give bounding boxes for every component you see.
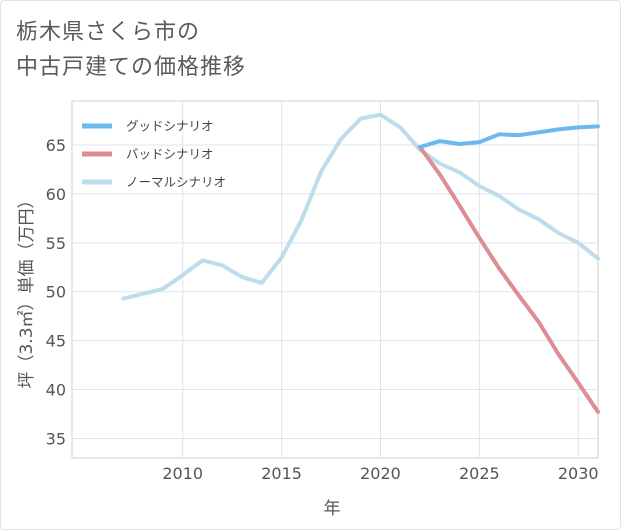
y-tick-label: 40 <box>46 381 66 400</box>
series-line-2 <box>121 112 600 301</box>
chart-title: 栃木県さくら市の 中古戸建ての価格推移 <box>16 15 246 85</box>
series-lines <box>121 112 600 414</box>
y-tick-label: 45 <box>46 332 66 351</box>
legend-label: バッドシナリオ <box>126 147 214 162</box>
plot-area <box>71 100 599 459</box>
y-tick-label: 65 <box>46 136 66 155</box>
x-tick-label: 2025 <box>459 464 500 483</box>
series-line-0 <box>418 124 600 149</box>
y-tick-label: 50 <box>46 283 66 302</box>
x-tick-label: 2030 <box>558 464 599 483</box>
legend-item-1[interactable]: バッドシナリオ <box>82 147 214 162</box>
y-tick-label: 55 <box>46 234 66 253</box>
legend-item-0[interactable]: グッドシナリオ <box>82 119 214 134</box>
title-line-2: 中古戸建ての価格推移 <box>16 55 247 80</box>
title-line-1: 栃木県さくら市の <box>16 20 201 45</box>
y-tick-label: 35 <box>46 429 66 448</box>
series-line-1 <box>418 145 600 414</box>
ticks: 2010 2015 2020 2025 2030 35 40 45 50 55 60 65 <box>46 136 599 483</box>
x-tick-label: 2020 <box>360 464 401 483</box>
legend-label: ノーマルシナリオ <box>126 175 226 190</box>
y-tick-label: 60 <box>46 185 66 204</box>
y-axis-title: 坪（3.3㎡）単価（万円） <box>17 191 37 388</box>
x-tick-label: 2010 <box>162 464 203 483</box>
x-axis-title: 年 <box>324 499 341 519</box>
legend-label: グッドシナリオ <box>126 119 214 134</box>
legend-item-2[interactable]: ノーマルシナリオ <box>82 175 226 190</box>
x-tick-label: 2015 <box>261 464 302 483</box>
